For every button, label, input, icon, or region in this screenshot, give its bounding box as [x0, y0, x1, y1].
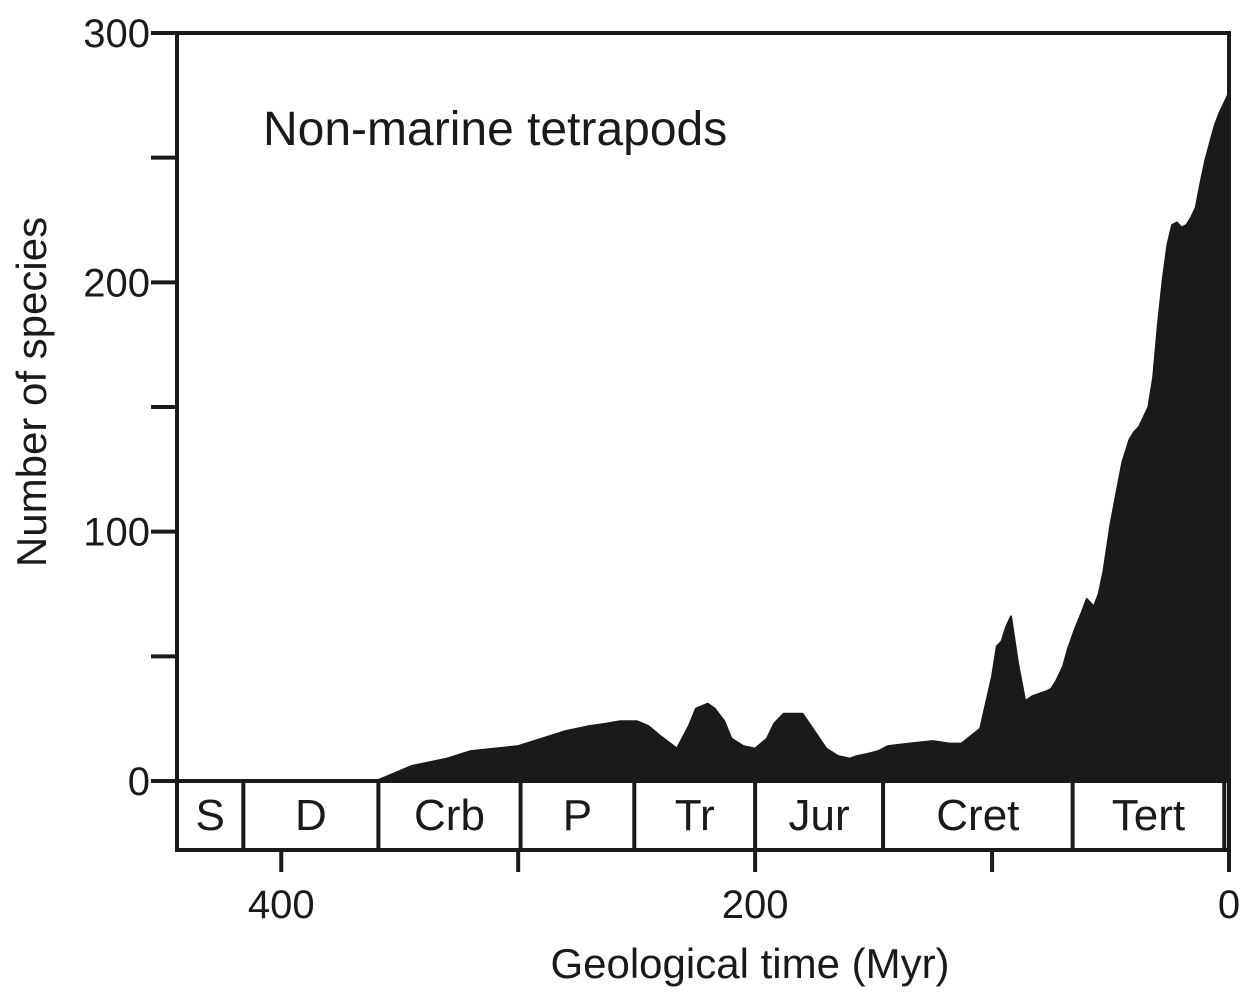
y-tick-label: 100	[83, 511, 150, 555]
period-label-s: S	[195, 791, 224, 840]
period-label-crb: Crb	[414, 791, 485, 840]
y-tick-label: 300	[83, 12, 150, 56]
y-axis: 0 100 200 300	[83, 12, 177, 804]
x-axis: 400 200 0	[248, 850, 1240, 927]
y-tick-label: 0	[128, 760, 150, 804]
period-bar: S D Crb P Tr Jur Cret Tert	[175, 779, 1231, 852]
x-tick-label: 0	[1218, 883, 1240, 927]
x-tick-label: 400	[248, 883, 315, 927]
y-axis-title: Number of species	[8, 217, 55, 567]
period-label-tr: Tr	[675, 791, 715, 840]
period-label-p: P	[563, 791, 592, 840]
series-area-0	[176, 91, 1230, 782]
period-label-cret: Cret	[936, 791, 1019, 840]
period-label-jur: Jur	[789, 791, 850, 840]
x-tick-label: 200	[722, 883, 789, 927]
y-tick-label: 200	[83, 261, 150, 305]
period-bar-frame	[175, 779, 1231, 852]
x-axis-title: Geological time (Myr)	[550, 940, 949, 987]
chart-annotation: Non-marine tetrapods	[263, 103, 727, 156]
period-label-d: D	[295, 791, 327, 840]
period-label-tert: Tert	[1112, 791, 1185, 840]
